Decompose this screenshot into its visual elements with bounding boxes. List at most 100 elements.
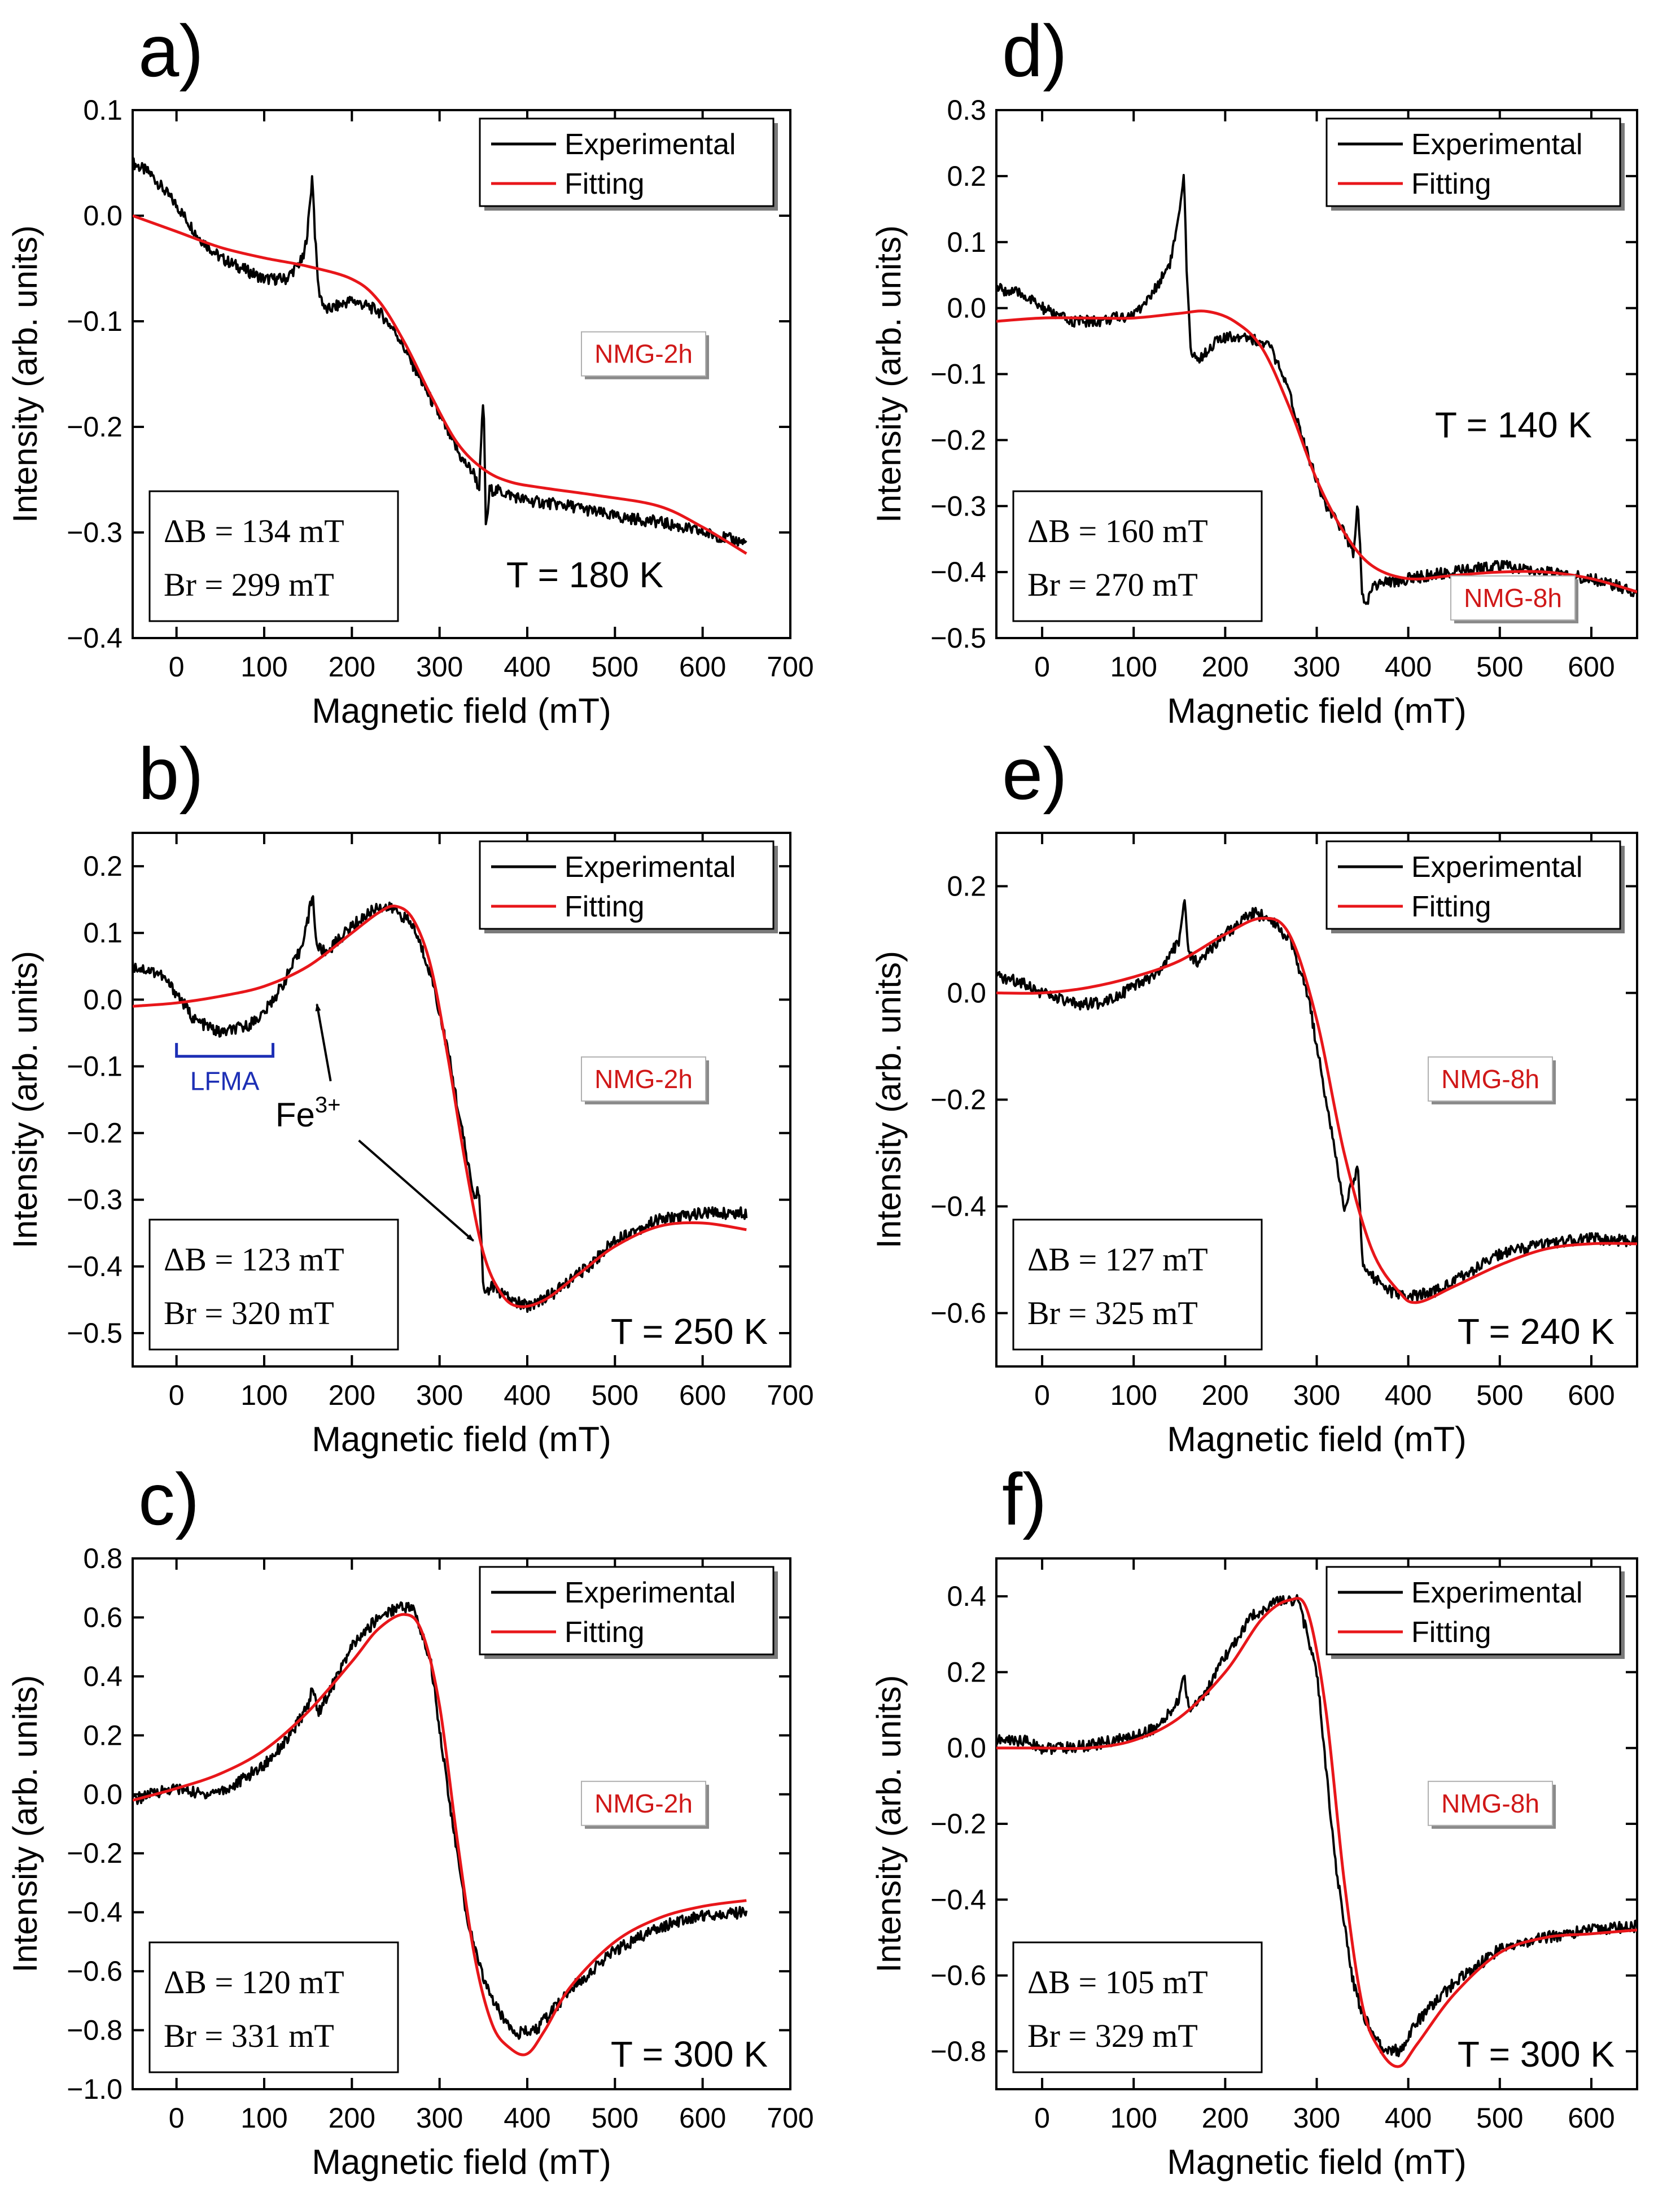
x-tick-label: 600 [679, 2102, 726, 2134]
experimental-series [133, 157, 747, 547]
y-tick-label: 0.4 [83, 1661, 123, 1692]
y-tick-label: −0.2 [67, 411, 123, 443]
x-tick-label: 300 [1293, 2102, 1340, 2134]
fit-parameters-box [1012, 490, 1263, 622]
legend [1325, 840, 1621, 930]
legend-label: Experimental [1411, 851, 1582, 884]
br-value: Br = 299 mT [164, 566, 334, 603]
y-tick-label: 0.0 [83, 984, 123, 1015]
y-tick-label: −0.1 [67, 1050, 123, 1082]
x-tick-label: 500 [592, 651, 638, 683]
sample-label-box [1450, 575, 1576, 621]
x-tick-label: 300 [416, 651, 463, 683]
sample-label-box [581, 1780, 706, 1826]
fe-arrow-1 [315, 1003, 332, 1082]
fe-superscript: 3+ [315, 1093, 341, 1117]
fe-label: Fe [275, 1096, 315, 1134]
legend-label: Fitting [1411, 890, 1491, 923]
delta-b-value: ΔB = 160 mT [1027, 513, 1208, 549]
sample-label-box [581, 1056, 706, 1102]
x-tick-label: 100 [1110, 2102, 1157, 2134]
fit-parameters-box [1012, 1219, 1263, 1351]
experimental-series [133, 1601, 748, 2040]
x-tick-label: 0 [169, 2102, 185, 2134]
y-tick-label: 0.1 [83, 917, 123, 949]
x-axis-title: Magnetic field (mT) [312, 1420, 611, 1459]
temperature-label: T = 140 K [1435, 405, 1592, 446]
y-tick-label: −0.4 [67, 1897, 123, 1928]
legend-label: Experimental [1411, 1576, 1582, 1609]
y-tick-label: −0.2 [67, 1117, 123, 1149]
y-tick-label: −0.2 [930, 1084, 986, 1116]
temperature-label: T = 180 K [506, 554, 663, 595]
y-tick-label: 0.0 [83, 200, 123, 232]
fit-parameters-box [1012, 1941, 1263, 2073]
y-tick-label: 0.0 [947, 1732, 986, 1764]
y-axis-title: Intensity (arb. units) [870, 225, 908, 523]
x-tick-label: 100 [240, 2102, 287, 2134]
x-tick-label: 300 [416, 2102, 463, 2134]
br-value: Br = 270 mT [1027, 566, 1198, 603]
legend-label: Experimental [565, 128, 736, 161]
y-tick-label: 0.0 [947, 977, 986, 1009]
plot-frame [132, 832, 791, 1368]
x-tick-label: 400 [504, 2102, 550, 2134]
legend-label: Fitting [565, 890, 645, 923]
fe-arrow-2 [358, 1139, 475, 1242]
legend [1325, 117, 1621, 207]
panel-a: a) 0 100 200 300 400 500 600 700 −0.4 −0.3 −0.2 −0.1… [6, 10, 814, 731]
y-tick-label: −0.3 [67, 1184, 123, 1216]
y-axis-title: Intensity (arb. units) [870, 1675, 908, 1973]
x-tick-label: 600 [679, 651, 726, 683]
y-axis-title: Intensity (arb. units) [6, 225, 44, 523]
x-tick-label: 700 [767, 2102, 813, 2134]
temperature-label: T = 300 K [1458, 2034, 1615, 2075]
fitting-series [996, 309, 1637, 593]
x-tick-label: 600 [1568, 1379, 1615, 1411]
fe-annotation: Fe3+ [275, 1093, 341, 1134]
y-tick-label: 0.2 [947, 1656, 986, 1688]
delta-b-value: ΔB = 120 mT [164, 1964, 344, 2001]
legend-label: Experimental [565, 1576, 736, 1609]
y-tick-label: 0.2 [947, 160, 986, 192]
x-tick-label: 500 [1476, 651, 1523, 683]
temperature-label: T = 300 K [611, 2034, 768, 2075]
panel-label: a) [138, 10, 204, 92]
y-tick-label: −1.0 [67, 2073, 123, 2105]
x-tick-label: 0 [169, 651, 185, 683]
sample-label-box [1428, 1780, 1553, 1826]
sample-label: NMG-8h [1441, 1789, 1539, 1818]
br-value: Br = 329 mT [1027, 2017, 1198, 2054]
x-axis-title: Magnetic field (mT) [312, 2143, 611, 2182]
panel-d: d) 0 100 200 300 400 500 600 −0.5 −0.4 −0.3 −0.2 −0.… [870, 10, 1638, 731]
temperature-label: T = 240 K [1458, 1311, 1615, 1352]
y-tick-label: −0.2 [67, 1837, 123, 1869]
experimental-series [996, 899, 1637, 1302]
x-tick-label: 100 [240, 1379, 287, 1411]
x-tick-label: 100 [1110, 1379, 1157, 1411]
panel-f: f) 0 100 200 300 400 500 600 −0.8 −0.6 −0.4 −0.2 0.0… [870, 1458, 1638, 2182]
y-tick-label: −0.4 [930, 1191, 986, 1222]
x-tick-label: 0 [1034, 1379, 1050, 1411]
x-tick-label: 0 [1034, 2102, 1050, 2134]
y-tick-label: −0.3 [930, 490, 986, 522]
plot-frame [132, 109, 791, 639]
legend [479, 840, 775, 930]
y-tick-label: −0.2 [930, 1808, 986, 1840]
y-tick-label: −0.4 [930, 1884, 986, 1915]
legend-label: Fitting [1411, 1616, 1491, 1649]
y-tick-label: −0.4 [930, 556, 986, 588]
panel-e: e) 0 100 200 300 400 500 600 −0.6 −0.4 −0.2 0.0 0.2 M… [870, 732, 1638, 1459]
y-tick-label: −0.1 [67, 305, 123, 337]
x-tick-label: 500 [592, 2102, 638, 2134]
panel-label: b) [138, 732, 204, 815]
x-axis-title: Magnetic field (mT) [312, 692, 611, 731]
y-tick-label: 0.4 [947, 1580, 986, 1612]
sample-label-box [581, 331, 706, 377]
x-axis-title: Magnetic field (mT) [1167, 692, 1467, 731]
x-tick-label: 400 [1385, 1379, 1432, 1411]
lfma-bracket [175, 1043, 275, 1058]
panel-label: d) [1002, 10, 1068, 92]
y-tick-label: −0.4 [67, 1251, 123, 1282]
